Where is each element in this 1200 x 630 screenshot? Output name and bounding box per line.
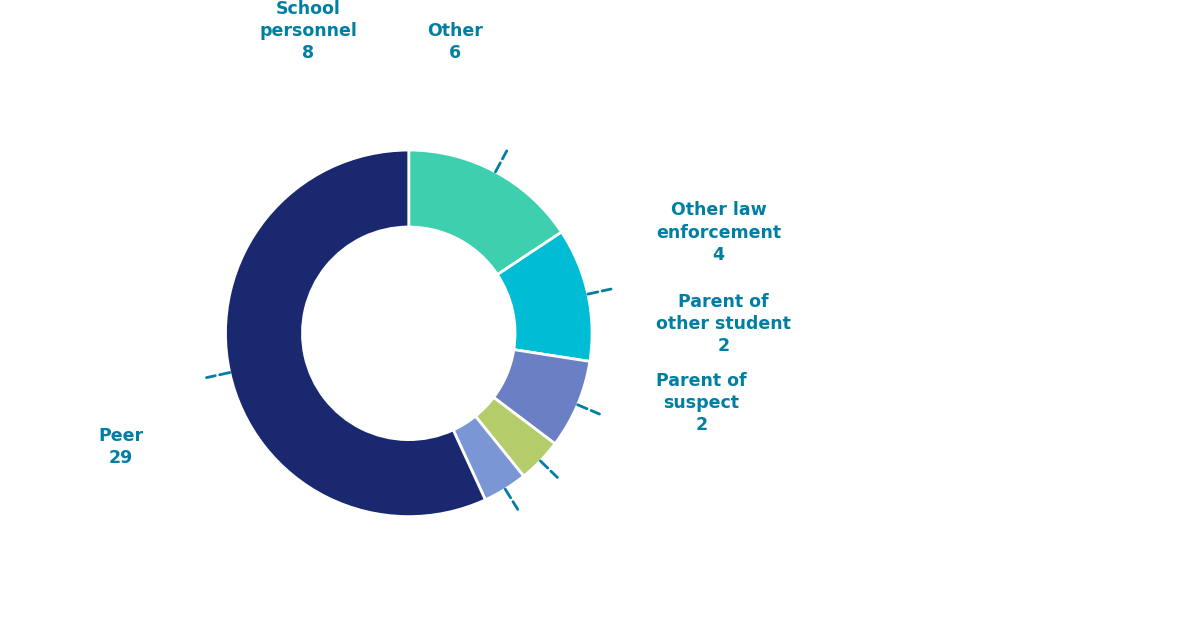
Text: School
personnel
8: School personnel 8 xyxy=(259,0,356,62)
Wedge shape xyxy=(497,232,592,362)
Text: Parent of
suspect
2: Parent of suspect 2 xyxy=(656,372,746,434)
Wedge shape xyxy=(226,150,485,517)
Wedge shape xyxy=(475,398,556,476)
Wedge shape xyxy=(454,416,523,500)
Text: Other
6: Other 6 xyxy=(427,22,482,62)
Text: Parent of
other student
2: Parent of other student 2 xyxy=(656,293,791,355)
Wedge shape xyxy=(409,150,562,275)
Text: Other law
enforcement
4: Other law enforcement 4 xyxy=(656,202,781,264)
Text: Peer
29: Peer 29 xyxy=(98,427,143,467)
Wedge shape xyxy=(493,350,590,444)
